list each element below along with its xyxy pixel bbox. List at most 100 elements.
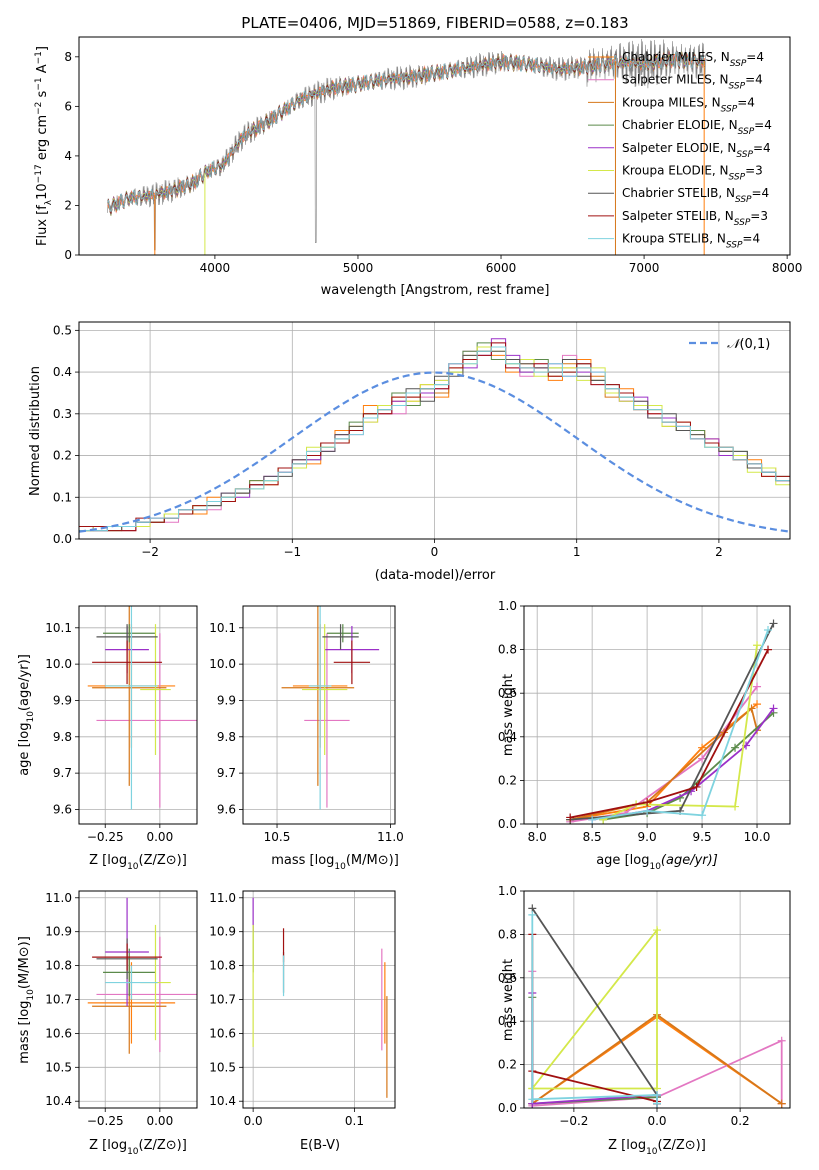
y-tick-label: 0.4 <box>53 365 72 379</box>
y-tick-label: 0.6 <box>498 971 517 985</box>
panel-age-vs-z: −0.25 0.00 9.6 9.7 9.8 9.9 10.0 10.1 <box>45 605 198 844</box>
series-marker <box>764 645 773 654</box>
y-tick-label: 9.7 <box>53 766 72 780</box>
y-tick-label: 0.2 <box>498 773 517 787</box>
y-tick-label: 8 <box>64 50 72 64</box>
series-marker <box>588 815 597 824</box>
panel-age-vs-mass: 10.5 11.0 9.6 9.7 9.8 9.9 10.0 10.1 <box>209 605 404 844</box>
x-tick-label: 9.5 <box>693 830 712 844</box>
x-tick-label: 2 <box>715 545 723 559</box>
x-tick-label: 0.0 <box>244 1114 263 1128</box>
x-tick-label: 10.0 <box>744 830 771 844</box>
legend-entry: Kroupa ELODIE, NSSP=3 <box>622 164 763 183</box>
legend-normal-label: 𝒩(0,1) <box>727 337 770 352</box>
series-marker <box>777 1036 786 1045</box>
series-marker <box>653 1090 661 1099</box>
series-line <box>570 703 758 821</box>
y-tick-label: 0.4 <box>498 730 517 744</box>
series-marker <box>692 782 701 791</box>
panel-y-label: mass [log10(M/M⊙)] <box>17 936 36 1064</box>
y-tick-label: 9.9 <box>217 693 236 707</box>
panel-mass-vs-z: −0.25 0.00 10.4 10.5 10.6 10.7 10.8 10.9 11.0 <box>45 890 198 1128</box>
y-tick-label: 0 <box>64 248 72 262</box>
errorbar-point <box>322 624 359 650</box>
y-tick-label: 9.8 <box>53 730 72 744</box>
residual-y-label: Normed distribution <box>28 366 43 496</box>
y-tick-label: 0.8 <box>498 643 517 657</box>
panel-massweight-vs-age: 8.0 8.5 9.0 9.5 10.0 0.0 0.2 0.4 0.6 0.8 1.0 <box>498 599 791 844</box>
axes-frame <box>523 605 791 825</box>
x-tick-label: −2 <box>141 545 159 559</box>
series-marker <box>753 700 762 709</box>
errorbar-point <box>304 633 350 808</box>
y-tick-label: 10.1 <box>209 621 236 635</box>
y-tick-label: 9.6 <box>217 802 236 816</box>
series-line <box>531 914 658 1104</box>
errorbar-point <box>308 606 332 810</box>
errorbar-point <box>92 606 167 786</box>
y-tick-label: 9.9 <box>53 693 72 707</box>
plot-area <box>107 38 706 255</box>
series-line <box>531 907 658 1104</box>
errorbar-point <box>96 936 197 1053</box>
y-tick-label: 0.5 <box>53 323 72 337</box>
spectrum-x-label: wavelength [Angstrom, rest frame] <box>321 283 550 298</box>
y-tick-label: 10.6 <box>209 1026 236 1040</box>
panel-x-label: age [log10(age/yr)] <box>596 853 718 872</box>
y-tick-label: 10.9 <box>45 925 72 939</box>
plot-area <box>252 897 388 1098</box>
x-tick-label: −0.25 <box>87 1114 124 1128</box>
y-tick-label: 10.1 <box>45 621 72 635</box>
series-marker <box>653 1099 661 1108</box>
series-line <box>531 934 658 1104</box>
x-tick-label: 5000 <box>343 261 374 275</box>
series-line <box>592 629 769 821</box>
series-marker <box>753 682 762 691</box>
y-tick-label: 0.0 <box>498 1101 517 1115</box>
errorbar-point <box>326 624 359 643</box>
x-tick-label: 11.0 <box>377 830 404 844</box>
x-tick-label: 8.5 <box>583 830 602 844</box>
x-tick-label: 1 <box>573 545 581 559</box>
series-line <box>603 712 775 821</box>
spectrum-model-line <box>107 51 706 216</box>
legend-entry: Kroupa STELIB, NSSP=4 <box>622 232 760 251</box>
panel-y-label: mass weight <box>501 959 516 1041</box>
y-tick-label: 1.0 <box>498 884 517 898</box>
series-line <box>531 927 658 1090</box>
series-line <box>570 623 775 821</box>
y-tick-label: 10.4 <box>45 1094 72 1108</box>
errorbar-point <box>301 624 348 755</box>
legend-entry: Chabrier MILES, NSSP=4 <box>622 50 764 69</box>
plot-area <box>566 619 778 824</box>
spectrum-model-line <box>107 51 706 217</box>
y-tick-label: 0.8 <box>498 927 517 941</box>
y-tick-label: 0.3 <box>53 407 72 421</box>
series-marker <box>698 811 707 820</box>
panel-x-label: E(B-V) <box>300 1138 340 1153</box>
plot-area <box>528 904 786 1108</box>
y-tick-label: 10.5 <box>45 1060 72 1074</box>
x-tick-label: 0.00 <box>146 830 173 844</box>
legend-entry: Salpeter MILES, NSSP=4 <box>622 73 763 92</box>
y-tick-label: 0.2 <box>498 1058 517 1072</box>
plot-area <box>87 606 197 810</box>
legend-entry: Salpeter ELODIE, NSSP=4 <box>622 141 771 160</box>
y-tick-label: 0.6 <box>498 686 517 700</box>
axes-frame <box>78 605 198 825</box>
legend-entry: Kroupa MILES, NSSP=4 <box>622 95 755 114</box>
series-marker <box>528 1095 537 1104</box>
y-tick-label: 1.0 <box>498 599 517 613</box>
y-tick-label: 10.9 <box>209 925 236 939</box>
errorbar-point <box>281 606 355 786</box>
spectrum-y-label: Flux [fλ10−17 erg cm−2 s−1 A−1] <box>34 46 54 246</box>
y-tick-label: 9.6 <box>53 802 72 816</box>
histogram-series <box>79 346 790 532</box>
errorbar-point <box>92 943 163 971</box>
x-tick-label: 8000 <box>772 261 803 275</box>
plot-area <box>87 897 197 1054</box>
legend-entry: Chabrier STELIB, NSSP=4 <box>622 186 769 205</box>
series-marker <box>528 910 537 919</box>
panel-y-label: mass weight <box>501 674 516 756</box>
